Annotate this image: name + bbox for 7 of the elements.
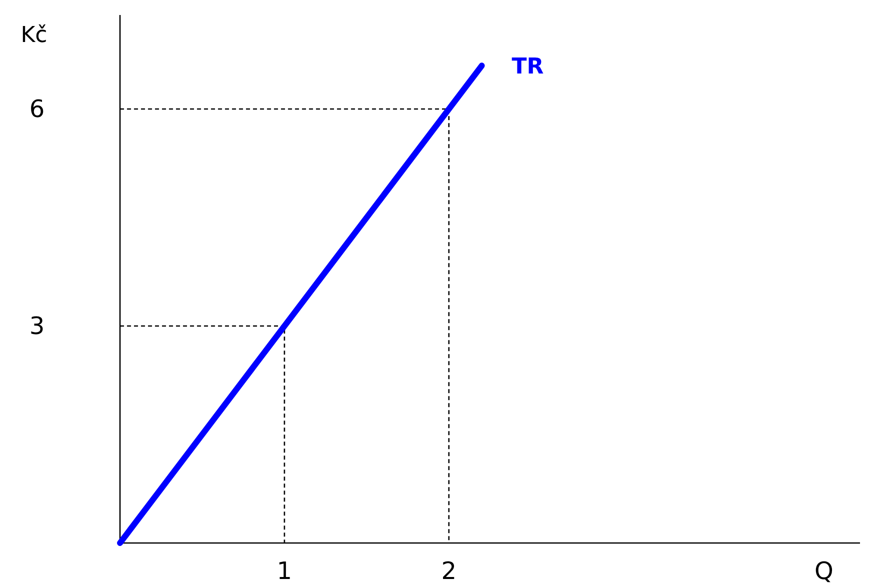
x-tick-label: 2 xyxy=(441,557,457,585)
x-tick-label: 1 xyxy=(276,557,292,585)
x-axis-title: Q xyxy=(814,557,834,585)
y-tick-label: 6 xyxy=(29,95,45,124)
y-tick-label: 3 xyxy=(29,312,45,340)
series-label: TR xyxy=(512,54,544,80)
y-axis-title: Kč xyxy=(20,23,48,48)
